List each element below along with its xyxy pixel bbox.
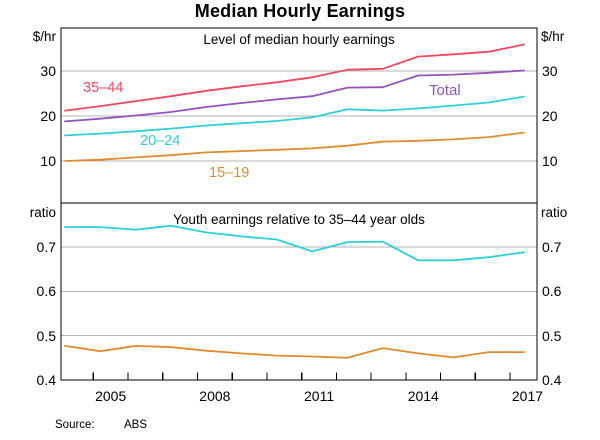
y-tick-label-left: 30 [40, 63, 56, 79]
y-tick-label-right: 0.5 [542, 327, 562, 344]
y-axis-unit-right-bottom: ratio [541, 205, 568, 220]
y-tick-label-right: 0.4 [542, 372, 562, 388]
x-tick-label: 2008 [199, 388, 231, 404]
y-axis-unit-right-top: $/hr [541, 29, 565, 44]
line-series-35–44 [64, 43, 525, 112]
y-tick-label-right: 20 [542, 108, 558, 124]
y-tick-label-right: 0.6 [542, 283, 562, 300]
y-tick-label-right: 0.7 [542, 239, 562, 255]
panel2-border [60, 202, 538, 381]
y-axis-unit-left-bottom: ratio [29, 205, 56, 220]
y-tick-label-left: 10 [40, 153, 56, 169]
x-tick-label: 2017 [511, 388, 544, 404]
x-tick-label: 2011 [304, 388, 335, 404]
y-tick-label-right: 30 [542, 63, 558, 79]
x-tick-label: 2014 [407, 388, 439, 404]
line-series-15–19 [64, 131, 525, 162]
line-series-20–24 [64, 224, 525, 262]
line-series-15–19 [64, 344, 525, 359]
line-series-Total [64, 69, 525, 123]
chart-title: Median Hourly Earnings [194, 1, 406, 21]
y-tick-label-right: 10 [542, 153, 558, 169]
source-label: Source: [55, 419, 95, 431]
y-tick-label-left: 0.4 [36, 372, 56, 388]
source-value: ABS [124, 419, 148, 431]
source-note: Source: ABS [55, 419, 147, 431]
y-tick-label-left: 0.6 [36, 283, 56, 300]
y-tick-label-left: 0.7 [36, 239, 56, 255]
y-tick-label-left: 20 [40, 108, 56, 124]
series-label-total: Total [429, 82, 461, 99]
panel1-title: Level of median hourly earnings [203, 32, 395, 47]
series-label-35-44: 35–44 [83, 80, 124, 96]
y-axis-unit-left-top: $/hr [32, 29, 56, 44]
line-series-20–24 [64, 95, 525, 137]
x-tick-label: 2005 [95, 388, 127, 404]
panel2-title: Youth earnings relative to 35–44 year ol… [173, 212, 425, 227]
series-label-15-19: 15–19 [209, 165, 250, 181]
series-label-20-24: 20–24 [140, 133, 181, 149]
y-tick-label-left: 0.5 [36, 327, 56, 344]
